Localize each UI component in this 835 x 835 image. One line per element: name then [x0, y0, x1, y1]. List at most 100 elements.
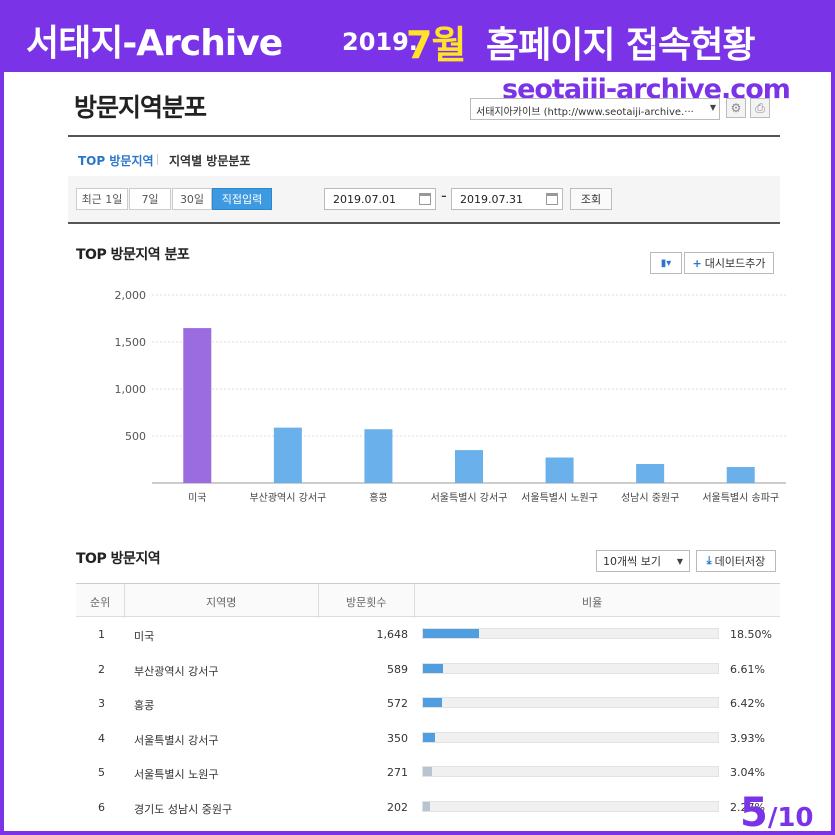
page-size-select[interactable]: 10개씩 보기 ▼ — [596, 550, 690, 572]
page-total: /10 — [767, 803, 814, 833]
ratio-bar-track — [422, 800, 719, 812]
bar-chart-icon: ▮▾ — [660, 257, 672, 269]
row-ratio: 3.93% — [730, 731, 765, 745]
page-indicator: 5/10 — [740, 790, 814, 835]
bar-2 — [273, 427, 302, 483]
row-ratio: 18.50% — [730, 628, 772, 641]
row-rank: 3 — [98, 697, 105, 710]
ratio-bar-track — [422, 628, 719, 639]
add-dashboard-label: 대시보드추가 — [704, 257, 766, 270]
download-icon: ⤓ — [706, 554, 712, 567]
print-button[interactable]: ⎙ — [750, 98, 770, 118]
row-visits: 572 — [387, 697, 408, 710]
save-data-button[interactable]: ⤓ 데이터저장 — [696, 550, 776, 572]
settings-button[interactable]: ⚙ — [726, 98, 746, 118]
row-visits: 1,648 — [376, 628, 409, 641]
table-row: 6 경기도 성남시 중원구 202 2.27% — [76, 790, 780, 825]
row-visits: 271 — [387, 766, 408, 779]
row-rank: 5 — [98, 766, 105, 779]
row-ratio: 6.61% — [730, 662, 765, 676]
row-ratio: 2.27% — [730, 800, 765, 814]
ratio-bar-fill — [423, 663, 443, 673]
tab-divider — [157, 154, 158, 165]
page-size-value: 10개씩 보기 — [603, 555, 661, 568]
ratio-bar-track — [422, 766, 719, 777]
row-rank: 6 — [98, 800, 105, 814]
banner-title: 서태지-Archive — [26, 23, 283, 64]
divider — [68, 135, 780, 137]
period-7day-button[interactable]: 7일 — [129, 188, 171, 210]
divider — [68, 222, 780, 224]
row-region: 서울특별시 강서구 — [134, 733, 219, 747]
screenshot-panel: seotaiji-archive.com 방문지역분포 서태지아카이브 (htt… — [4, 72, 831, 831]
table-row: 2 부산광역시 강서구 589 6.61% — [76, 652, 780, 687]
regions-table: 순위 지역명 방문횟수 비율 1 미국 1,648 18.50% 2 부산광역시 강서구 5… — [76, 583, 780, 824]
row-ratio: 6.42% — [730, 697, 765, 710]
end-date-value: 2019.07.31 — [460, 193, 523, 206]
start-date-input[interactable]: 2019.07.01 — [324, 188, 436, 210]
gear-icon: ⚙ — [730, 101, 742, 115]
column-divider — [414, 584, 415, 618]
search-button[interactable]: 조회 — [570, 188, 612, 210]
start-date-value: 2019.07.01 — [333, 193, 396, 206]
header-visits: 방문횟수 — [346, 596, 387, 609]
row-region: 미국 — [134, 630, 155, 643]
add-dashboard-button[interactable]: + 대시보드추가 — [684, 252, 774, 274]
bar-5 — [545, 457, 574, 483]
calendar-icon[interactable] — [546, 193, 558, 205]
header-ratio: 비율 — [582, 596, 603, 609]
table-body: 1 미국 1,648 18.50% 2 부산광역시 강서구 589 6.61% 3 홍콩 572 6.… — [76, 617, 780, 824]
header-banner: 서태지-Archive 2019. 7월 홈페이지 접속현황 — [0, 0, 835, 80]
table-header: 순위 지역명 방문횟수 비율 — [76, 583, 780, 618]
row-rank: 4 — [98, 731, 105, 745]
column-divider — [318, 584, 319, 618]
table-row: 3 홍콩 572 6.42% — [76, 686, 780, 721]
chart-section-title: TOP 방문지역 분포 — [76, 247, 190, 263]
region-bar-chart: 2,000 1,500 1,000 500 미국 부산광역시 강서구 홍콩 서울특별시 강서구… — [115, 289, 786, 504]
tab-region-distribution[interactable]: 지역별 방문분포 — [169, 154, 251, 168]
page-current: 5 — [740, 790, 768, 835]
row-region: 홍콩 — [134, 699, 155, 712]
x-tick-label: 서울특별시 노원구 — [521, 492, 598, 504]
x-tick-label: 성남시 중원구 — [621, 492, 679, 504]
x-tick-label: 미국 — [188, 492, 206, 504]
period-30day-button[interactable]: 30일 — [172, 188, 212, 210]
chart-type-button[interactable]: ▮▾ — [650, 252, 682, 274]
date-separator: - — [441, 186, 447, 205]
row-visits: 350 — [387, 731, 408, 745]
bar-4 — [455, 450, 483, 483]
banner-month: 7월 — [406, 23, 466, 67]
chevron-down-icon: ▼ — [709, 103, 716, 112]
period-1day-button[interactable]: 최근 1일 — [76, 188, 128, 210]
save-data-label: 데이터저장 — [714, 555, 766, 568]
row-ratio: 3.04% — [730, 766, 765, 779]
x-tick-label: 부산광역시 강서구 — [249, 492, 326, 504]
bar-3 — [364, 429, 393, 483]
end-date-input[interactable]: 2019.07.31 — [451, 188, 563, 210]
chevron-down-icon: ▼ — [676, 556, 683, 566]
banner-year: 2019. — [342, 28, 418, 56]
x-tick-label: 홍콩 — [369, 491, 387, 504]
period-custom-button[interactable]: 직접입력 — [212, 188, 272, 210]
ratio-bar-fill — [423, 629, 479, 638]
tab-top-regions[interactable]: TOP 방문지역 — [78, 154, 154, 168]
row-region: 서울특별시 노원구 — [134, 768, 219, 781]
table-row: 5 서울특별시 노원구 271 3.04% — [76, 755, 780, 790]
calendar-icon[interactable] — [419, 193, 431, 205]
site-selector[interactable]: 서태지아카이브 (http://www.seotaiji-archive.···… — [470, 98, 720, 120]
ratio-bar-fill — [423, 698, 443, 707]
column-divider — [124, 584, 125, 618]
row-region: 경기도 성남시 중원구 — [134, 802, 233, 816]
y-tick-label: 1,000 — [115, 383, 147, 396]
y-tick-label: 1,500 — [115, 336, 147, 349]
row-rank: 2 — [98, 662, 105, 676]
row-rank: 1 — [98, 628, 105, 641]
bar-1 — [183, 328, 212, 483]
row-visits: 202 — [387, 800, 408, 814]
table-row: 1 미국 1,648 18.50% — [76, 617, 780, 652]
table-row: 4 서울특별시 강서구 350 3.93% — [76, 721, 780, 756]
y-tick-label: 500 — [125, 430, 146, 443]
site-selector-value: 서태지아카이브 (http://www.seotaiji-archive.··· — [476, 107, 694, 118]
table-section-title: TOP 방문지역 — [76, 551, 161, 567]
header-rank: 순위 — [90, 596, 111, 609]
